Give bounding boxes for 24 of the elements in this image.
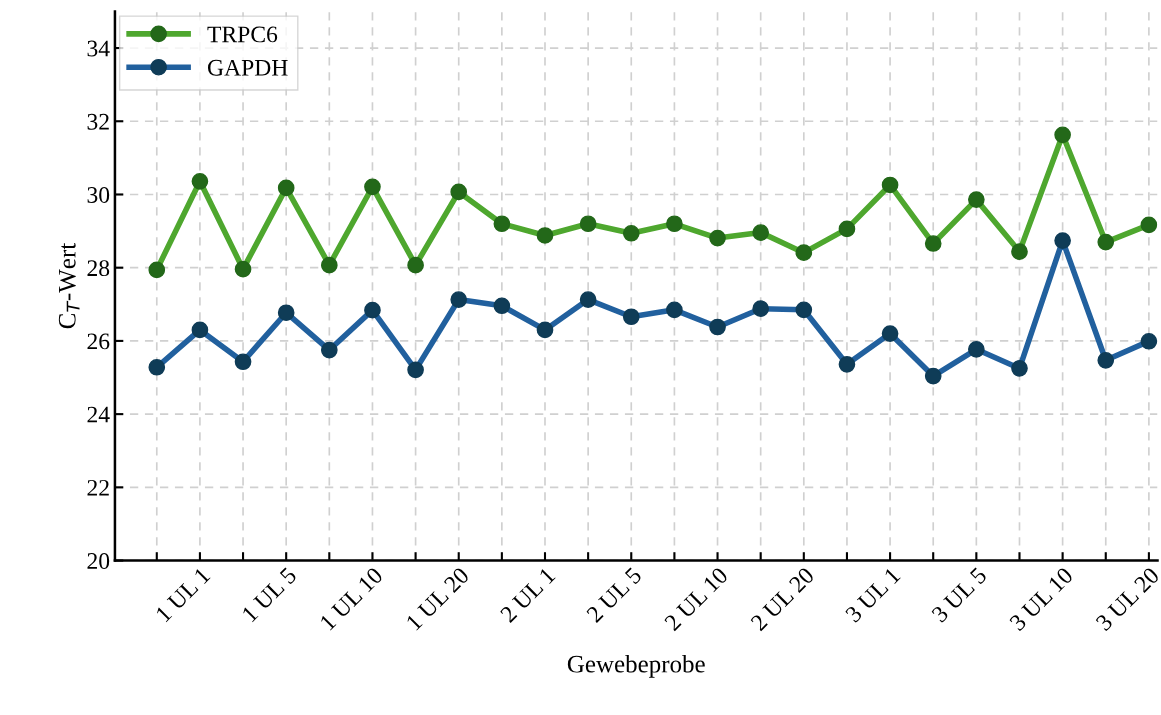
x-tick-label: 1 UL 10 [319,566,384,631]
y-tick-label: 32 [87,113,109,130]
x-tick-label: 2 UL 5 [585,566,643,624]
y-tick-label: 24 [87,406,110,423]
y-tick-label: 22 [87,479,109,496]
x-axis-title: Gewebeprobe [567,655,705,678]
x-tick-label: 3 UL 10 [1008,566,1074,632]
legend-label: TRPC6 [207,26,278,43]
x-tick-label: 2 UL 20 [750,566,815,632]
x-tick-label: 3 UL 5 [931,566,988,624]
x-tick-label: 1 UL 20 [405,566,470,631]
x-tick-label: 3 UL 1 [844,566,901,624]
x-tick-label: 1 UL 1 [155,566,211,623]
y-axis-title: C$_{T}$-Wert [58,242,80,329]
x-tick-label: 3 UL 20 [1095,566,1160,632]
legend-label: GAPDH [207,59,288,76]
x-tick-label: 1 UL 5 [241,566,298,623]
x-tick-label: 2 UL 1 [499,566,556,624]
y-tick-label: 20 [87,553,110,569]
y-tick-label: 28 [87,260,110,277]
y-tick-label: 30 [87,186,110,203]
x-tick-label: 2 UL 10 [663,566,729,632]
y-tick-label: 26 [87,333,110,350]
y-tick-label: 34 [87,40,110,57]
